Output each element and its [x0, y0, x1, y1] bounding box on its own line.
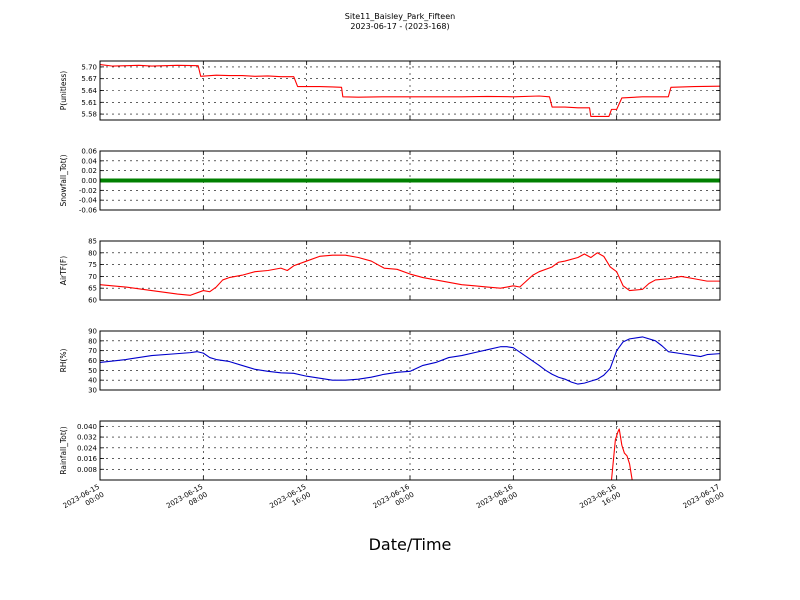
- series-line: [99, 252, 720, 296]
- x-axis-label: Date/Time: [369, 535, 452, 554]
- panel-5: 0.008 0.016 0.024 0.032 0.040 Rainfall_Tot(): [59, 420, 721, 481]
- y-tick-label: 70: [88, 347, 97, 355]
- y-tick-label: 5.58: [81, 111, 97, 119]
- y-tick-label: 80: [88, 249, 97, 257]
- y-tick-label: 5.61: [81, 99, 97, 107]
- panel-2: -0.06 -0.04 -0.02 0.00 0.02 0.040.06 Snowfall_…: [59, 148, 721, 215]
- y-tick-label: 85: [88, 238, 97, 246]
- y-tick-label: 50: [88, 367, 97, 375]
- y-axis-label: P(unitless): [59, 71, 68, 110]
- y-tick-label: 60: [88, 297, 97, 305]
- panel-3: 60 65 70 75 80 85 AirTF(F): [59, 238, 721, 305]
- y-tick-label: 0.008: [77, 466, 97, 474]
- chart-subtitle: 2023-06-17 - (2023-168): [350, 22, 449, 31]
- series-line: [99, 63, 721, 118]
- y-tick-label: -0.06: [79, 207, 98, 215]
- y-tick-label: 80: [88, 337, 97, 345]
- y-tick-label: 0.016: [77, 455, 98, 463]
- x-tick-label: 2023-06-1516:00: [268, 483, 312, 518]
- y-tick-label: 0.024: [77, 444, 98, 452]
- y-tick-label: -0.02: [79, 187, 97, 195]
- y-tick-label: 40: [88, 377, 97, 385]
- y-tick-label: 0.032: [77, 434, 97, 442]
- series-line: [99, 336, 721, 385]
- x-axis-ticks: 2023-06-1500:00 2023-06-1508:00 2023-06-15…: [62, 483, 726, 518]
- y-tick-label: 5.67: [81, 75, 97, 83]
- y-tick-label: 0.040: [77, 423, 97, 431]
- series-line: [100, 428, 720, 481]
- y-tick-label: -0.04: [79, 197, 98, 205]
- y-tick-label: 65: [88, 285, 97, 293]
- y-tick-label: 70: [88, 273, 97, 281]
- y-tick-label: 90: [88, 328, 97, 336]
- y-axis-label: RH(%): [59, 349, 68, 373]
- panel-frame: [99, 150, 721, 211]
- y-tick-label: 30: [88, 387, 97, 395]
- x-tick-label: 2023-06-1608:00: [475, 483, 519, 518]
- chart-title: Site11_Baisley_Park_Fifteen: [345, 12, 455, 21]
- x-tick-label: 2023-06-1616:00: [578, 483, 622, 518]
- x-tick-label: 2023-06-1508:00: [165, 483, 209, 518]
- y-tick-label: 0.02: [81, 167, 97, 175]
- y-tick-label: 0.00: [81, 177, 97, 185]
- panel-frame: [99, 60, 721, 121]
- y-tick-label: 0.06: [81, 148, 97, 156]
- x-tick-label: 2023-06-1500:00: [62, 483, 106, 518]
- y-axis-label: Snowfall_Tot(): [59, 154, 68, 206]
- panel-frame: [99, 330, 721, 391]
- y-tick-label: 60: [88, 357, 97, 365]
- panels: 5.585.615.645.675.70P(unitless)-0.06-0.0…: [59, 60, 721, 481]
- panel-frame: [99, 240, 721, 301]
- y-tick-label: 5.70: [81, 63, 97, 71]
- y-axis-label: AirTF(F): [59, 256, 68, 285]
- y-axis-label: Rainfall_Tot(): [59, 426, 68, 474]
- panel-1: 5.58 5.61 5.64 5.67 5.70 P(unitless): [59, 60, 721, 121]
- y-tick-label: 75: [88, 261, 97, 269]
- x-tick-label: 2023-06-1600:00: [372, 483, 416, 518]
- y-tick-label: 0.04: [81, 157, 97, 165]
- panel-frame: [99, 420, 721, 481]
- y-tick-label: 5.64: [81, 87, 97, 95]
- x-tick-label: 2023-06-1700:00: [682, 483, 726, 518]
